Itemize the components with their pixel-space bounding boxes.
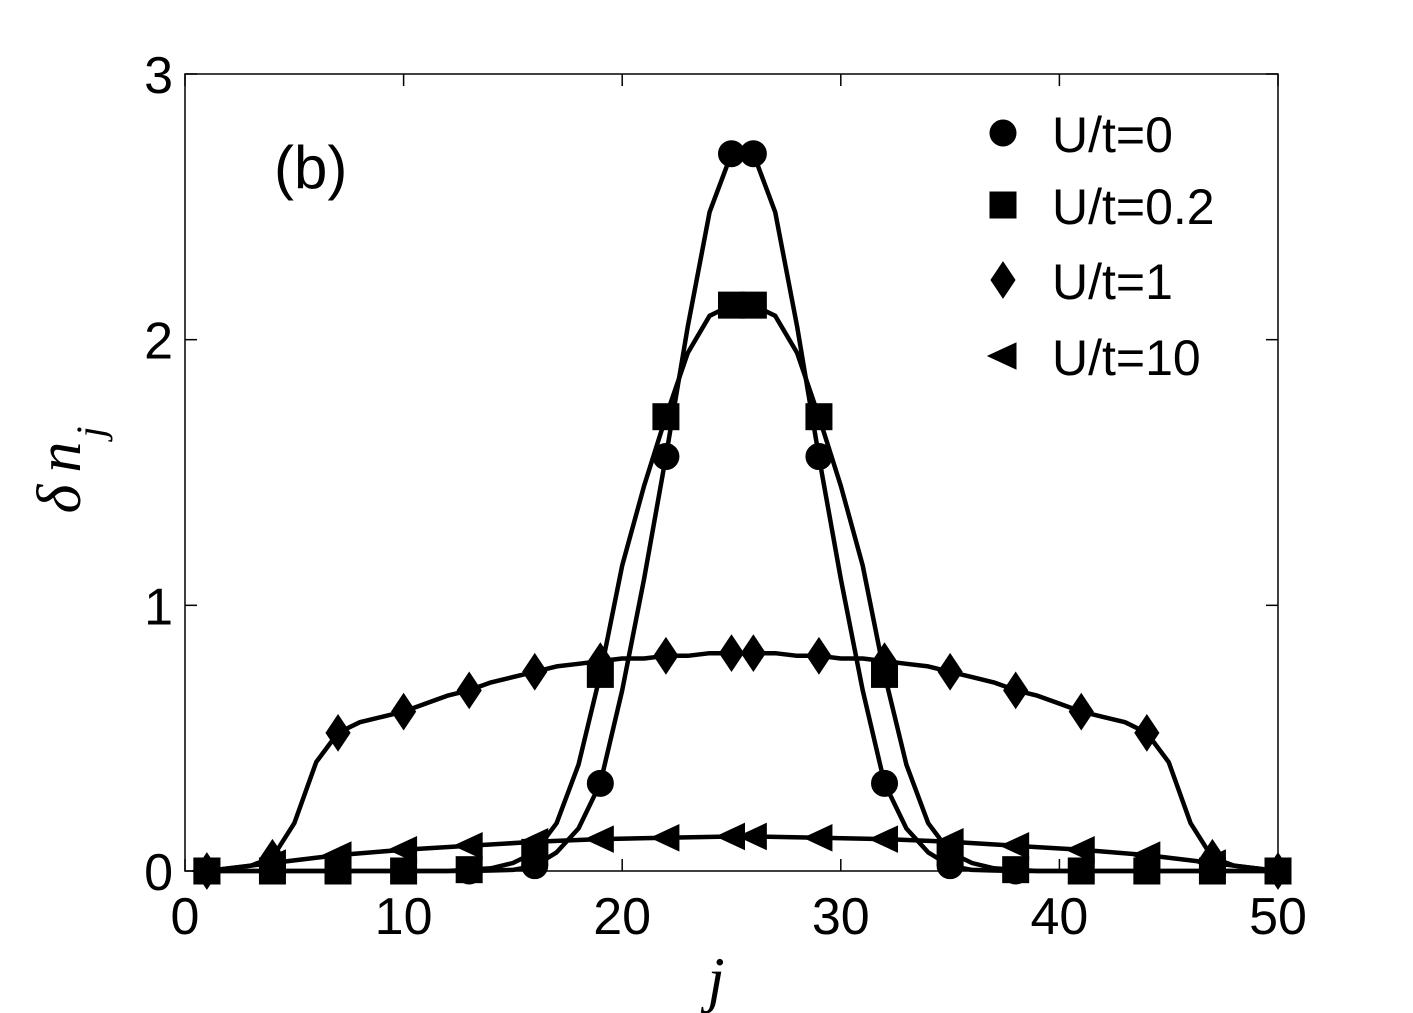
series-line	[206, 302, 1278, 874]
y-tick-label: 1	[144, 578, 173, 636]
data-point	[390, 692, 417, 731]
data-point	[739, 291, 767, 319]
data-point	[1002, 856, 1030, 884]
data-point	[1003, 671, 1029, 710]
legend-entry: U/t=0	[989, 107, 1173, 163]
data-point	[1065, 835, 1095, 864]
series-layer	[190, 140, 1292, 890]
data-point	[456, 671, 482, 710]
series-triangle-left	[190, 822, 1292, 885]
data-point	[740, 634, 766, 673]
series-diamond	[194, 634, 1291, 890]
data-point	[649, 824, 680, 852]
data-point	[518, 827, 549, 856]
legend-entry: U/t=1	[990, 254, 1173, 310]
data-point	[587, 642, 613, 681]
data-point	[256, 849, 286, 877]
data-point	[739, 140, 767, 168]
data-point	[937, 652, 963, 691]
data-point	[1068, 692, 1094, 731]
data-point	[387, 835, 418, 864]
data-point	[933, 827, 964, 856]
data-point	[586, 769, 614, 797]
legend-entry: U/t=10	[986, 330, 1201, 386]
data-point	[584, 825, 614, 853]
panel-label: (b)	[274, 134, 347, 201]
x-tick-label: 0	[171, 888, 200, 946]
y-axis-label-symbol: δ	[26, 483, 94, 513]
axes-frame	[184, 73, 1279, 872]
legend-marker	[989, 119, 1017, 147]
svg-text:δ n j: δ n j	[26, 427, 113, 514]
data-point	[652, 403, 680, 431]
legend-marker	[989, 191, 1017, 219]
legend-label: U/t=1	[1052, 254, 1173, 310]
x-tick-label: 50	[1249, 888, 1307, 946]
data-point	[1134, 713, 1160, 752]
x-tick-label: 30	[812, 888, 870, 946]
data-point	[321, 841, 352, 869]
legend-marker	[986, 342, 1017, 370]
data-point	[871, 642, 898, 681]
data-point	[999, 831, 1030, 860]
y-axis-label: δ n j	[26, 427, 113, 514]
data-point	[718, 634, 745, 673]
data-point	[802, 824, 833, 852]
y-tick-label: 0	[144, 844, 173, 902]
y-axis-label-variable: n	[26, 442, 94, 473]
x-axis-label: j	[700, 946, 724, 1013]
data-point	[805, 403, 833, 431]
series-circle	[193, 140, 1292, 885]
data-point	[653, 636, 679, 675]
data-point	[325, 713, 351, 752]
y-tick-label: 2	[144, 313, 173, 371]
data-point	[871, 769, 899, 797]
data-point	[452, 831, 483, 860]
data-point	[522, 652, 548, 691]
data-point	[1130, 841, 1161, 869]
legend: U/t=0 U/t=0.2 U/t=1 U/t=10	[986, 107, 1215, 386]
legend-entry: U/t=0.2	[989, 179, 1215, 235]
data-point	[868, 825, 899, 853]
y-axis-label-subscript: j	[68, 427, 113, 443]
data-point	[737, 822, 767, 851]
x-tick-label: 40	[1030, 888, 1088, 946]
data-point	[1196, 849, 1226, 877]
x-tick-label: 20	[593, 888, 651, 946]
data-point	[806, 636, 832, 675]
legend-marker	[990, 261, 1016, 299]
y-tick-label: 3	[144, 47, 173, 105]
legend-label: U/t=10	[1052, 330, 1201, 386]
legend-label: U/t=0.2	[1052, 179, 1215, 235]
x-tick-label: 10	[375, 888, 433, 946]
ticks-layer: 0 10 20 30 40 50 0 1 2 3	[144, 47, 1307, 946]
legend-label: U/t=0	[1052, 107, 1173, 163]
data-point	[455, 856, 483, 884]
